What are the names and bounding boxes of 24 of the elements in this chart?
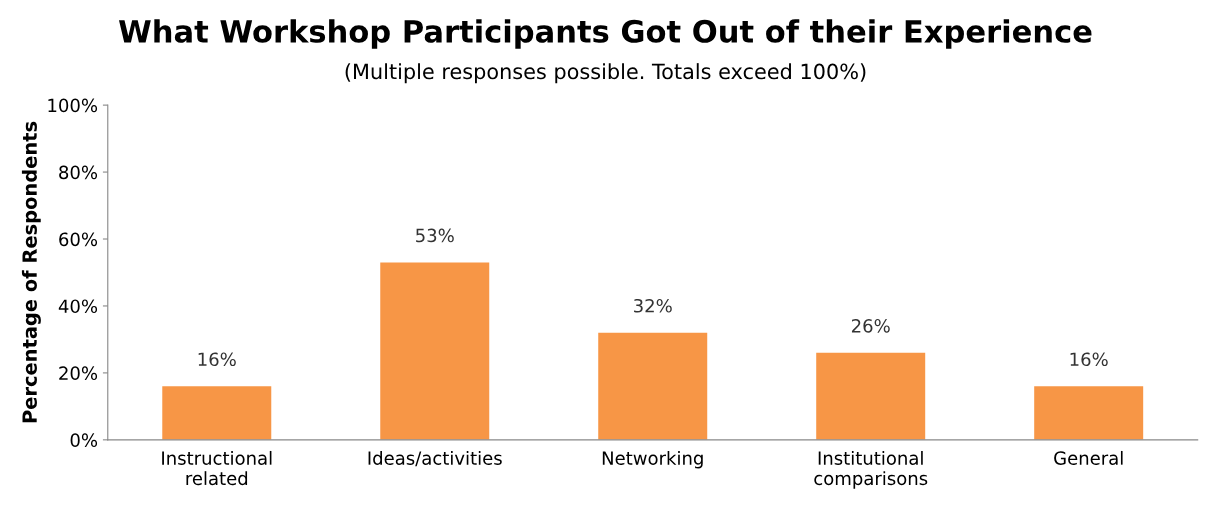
data-label: 53% (416, 228, 454, 243)
bar (1034, 386, 1144, 440)
data-label: 26% (851, 318, 890, 333)
data-label: 16% (1070, 352, 1108, 367)
y-tick-label: 100% (48, 98, 98, 113)
x-tick-label: Institutional comparisons (814, 450, 928, 489)
bar (162, 386, 272, 440)
y-tick-label: 80% (59, 165, 98, 180)
y-tick-label: 20% (59, 366, 98, 381)
chart-title: What Workshop Participants Got Out of their Experience (118, 19, 1092, 49)
x-tick-label: Instructional related (162, 450, 272, 486)
y-tick-label: 60% (59, 232, 98, 247)
x-tick-label: Ideas/activities (368, 450, 502, 467)
y-tick-label: 0% (70, 433, 98, 447)
y-tick-label: 40% (58, 299, 98, 314)
y-axis-title: Percentage of Respondents (21, 121, 41, 423)
chart-subtitle: (Multiple responses possible. Totals exceed 100%) (345, 63, 866, 84)
bar (380, 262, 490, 440)
bar (816, 352, 926, 440)
x-tick-label: Networking (602, 450, 703, 469)
bar (598, 332, 708, 440)
data-label: 16% (198, 352, 236, 367)
data-label: 32% (634, 298, 672, 313)
x-tick-label: General (1054, 450, 1123, 465)
